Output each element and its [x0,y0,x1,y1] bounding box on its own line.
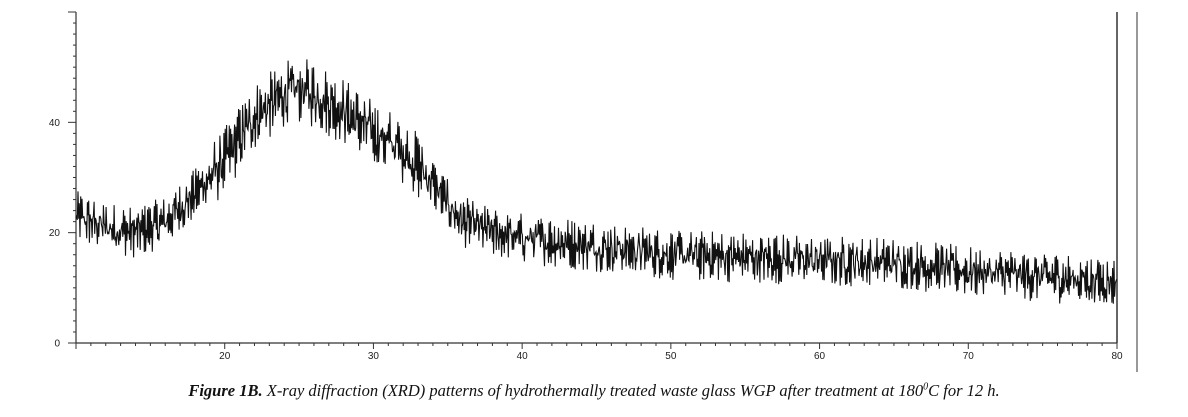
x-tick-label: 30 [368,351,380,362]
caption-text-end: C for 12 h. [928,381,1000,400]
xrd-series-line [75,59,1118,304]
chart-series [75,59,1118,304]
y-tick-label: 0 [54,339,60,350]
y-tick-label: 40 [49,118,61,129]
x-tick-label: 20 [219,351,231,362]
x-tick-label: 70 [963,351,975,362]
x-tick-label: 40 [517,351,529,362]
caption-text: X-ray diffraction (XRD) patterns of hydr… [262,381,924,400]
x-tick-label: 60 [814,351,826,362]
caption-superscript: 0 [923,381,929,393]
x-tick-label: 50 [665,351,677,362]
xrd-chart: 0 20 40 20 30 40 50 60 70 80 [49,11,1138,372]
x-tick-label: 80 [1111,351,1123,362]
caption-label: Figure 1B. [188,381,263,400]
figure-caption: Figure 1B. X-ray diffraction (XRD) patte… [0,381,1188,401]
y-tick-label: 20 [49,228,61,239]
chart-ticks: 0 20 40 20 30 40 50 60 70 80 [49,11,1123,362]
chart-axes [75,12,1138,372]
